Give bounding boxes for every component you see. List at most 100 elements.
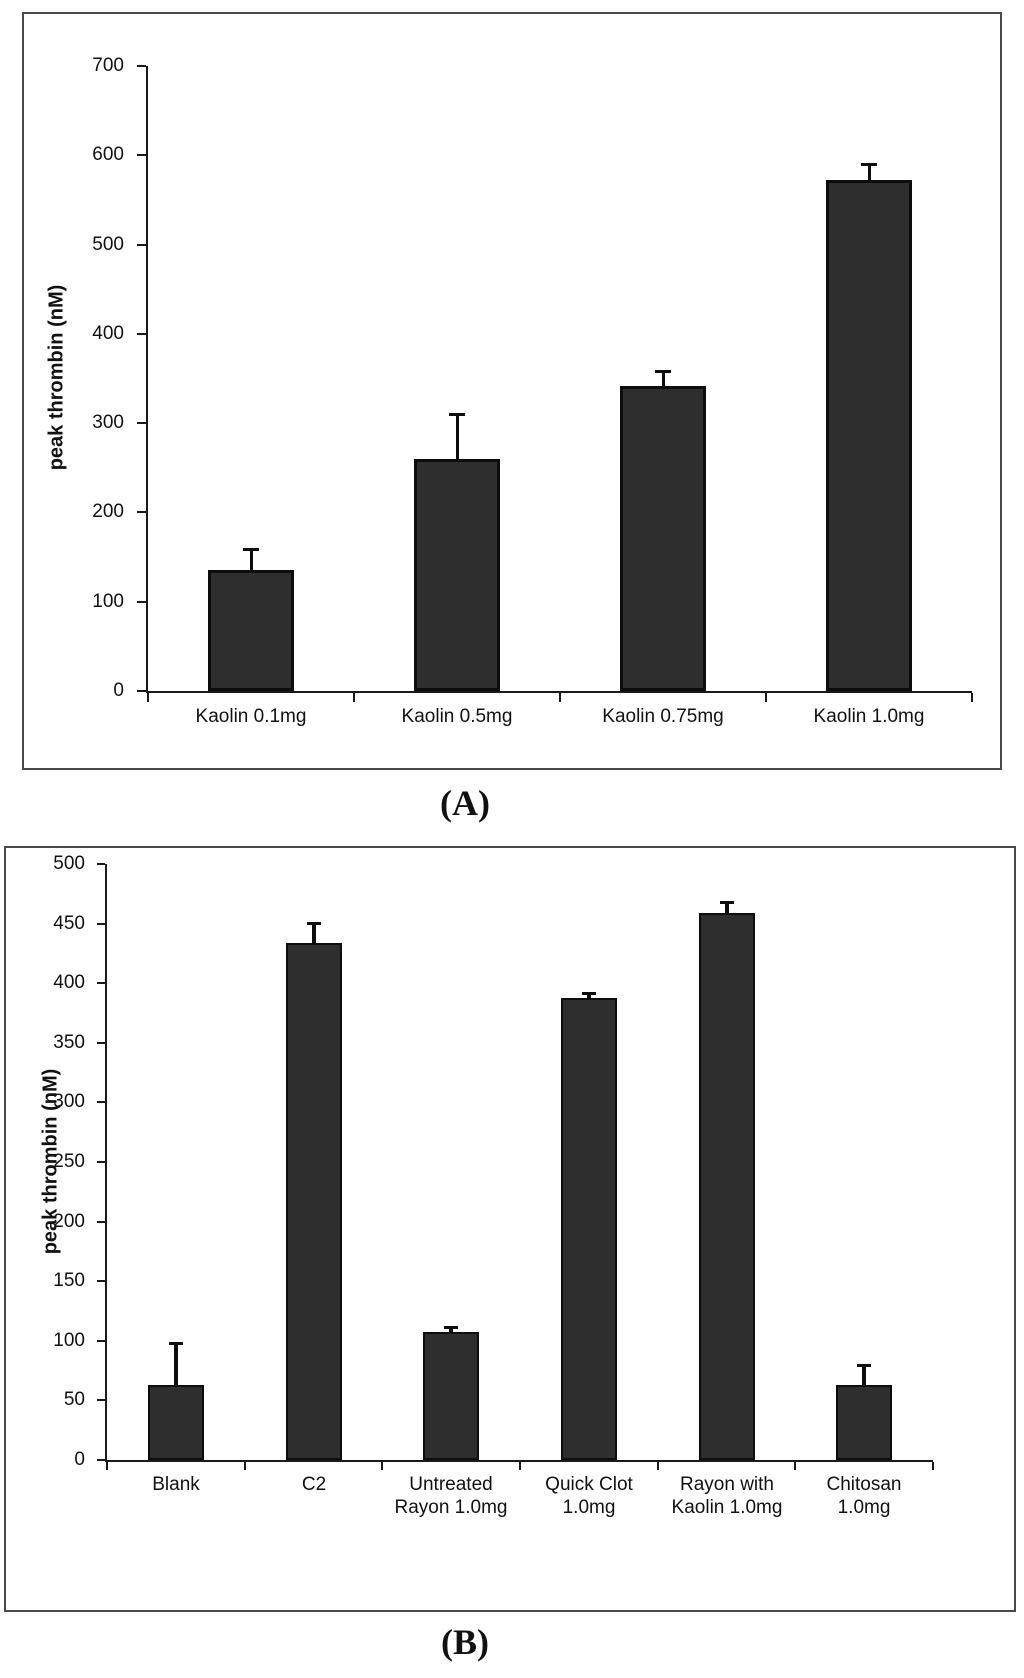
error-bar-stem: [250, 549, 253, 570]
x-tick: [381, 1462, 384, 1470]
y-tick: [97, 1101, 105, 1104]
panel-b-box: peak thrombin (nM) 0 50 100 150 200 250 300 350…: [4, 846, 1016, 1612]
error-bar-cap: [444, 1326, 458, 1329]
error-bar-stem: [456, 414, 459, 459]
error-bar-stem: [174, 1343, 178, 1385]
x-tick-label-line: C2: [301, 1474, 327, 1495]
y-tick-label: 100: [53, 1329, 85, 1351]
y-tick: [97, 1041, 105, 1044]
x-tick: [106, 1462, 108, 1470]
y-tick: [137, 422, 146, 425]
y-tick-label: 400: [92, 322, 124, 344]
y-tick: [137, 600, 146, 603]
y-tick-label: 600: [92, 144, 124, 166]
x-tick: [932, 1462, 934, 1470]
y-tick-label: 150: [53, 1270, 85, 1292]
x-tick-label-line: Blank: [152, 1474, 200, 1495]
error-bar-stem: [587, 993, 591, 998]
x-tick-label: Rayon with Kaolin 1.0mg: [652, 1473, 802, 1519]
y-tick-label: 400: [53, 972, 85, 994]
x-tick-label: Kaolin 0.75mg: [554, 705, 772, 728]
y-tick: [97, 1339, 105, 1342]
x-tick-label: Quick Clot 1.0mg: [514, 1473, 664, 1519]
x-tick-label-line: 1.0mg: [562, 1497, 616, 1518]
y-tick-label: 250: [53, 1151, 85, 1172]
y-tick-label: 0: [74, 1449, 85, 1470]
panel-a-caption: (A): [440, 783, 490, 823]
x-tick-label-line: Kaolin 0.5mg: [401, 706, 513, 727]
x-tick-label: Blank: [101, 1473, 251, 1496]
error-bar-cap: [243, 548, 259, 551]
error-bar-cap: [582, 992, 596, 995]
x-tick-label-line: Kaolin 0.75mg: [602, 706, 724, 727]
bar-kaolin-0.5mg: [414, 459, 500, 691]
y-tick-label: 450: [53, 912, 85, 934]
x-tick-label: Kaolin 0.5mg: [348, 705, 566, 728]
x-tick-label-line: Kaolin 1.0mg: [671, 1497, 783, 1518]
x-tick: [243, 1462, 246, 1470]
y-tick: [137, 511, 146, 514]
x-tick-label: Chitosan 1.0mg: [789, 1473, 939, 1519]
bar-c2: [286, 943, 342, 1460]
x-tick-label-line: Untreated: [409, 1474, 493, 1495]
y-tick: [97, 922, 105, 925]
y-tick: [97, 1459, 105, 1461]
x-tick: [656, 1462, 659, 1470]
bar-blank: [148, 1385, 204, 1460]
error-bar-stem: [868, 164, 871, 180]
y-tick-label: 0: [113, 680, 124, 701]
error-bar-cap: [449, 413, 465, 416]
bar-kaolin-1.0mg: [826, 180, 912, 691]
bar-quick-clot-1.0mg: [561, 998, 617, 1460]
bar-chitosan-1.0mg: [836, 1385, 892, 1460]
x-tick-label-line: Rayon 1.0mg: [394, 1497, 508, 1518]
y-tick: [137, 154, 146, 157]
bar-chart-a: 0 100 200 300 400 500 600 700 Kaolin 0.1mg Kaolin…: [24, 14, 1000, 768]
y-tick: [137, 243, 146, 246]
y-tick: [137, 332, 146, 335]
bar-kaolin-0.1mg: [208, 570, 294, 691]
error-bar-cap: [720, 901, 734, 904]
x-tick-label: Kaolin 1.0mg: [760, 705, 978, 728]
y-tick-label: 300: [53, 1091, 85, 1113]
x-tick-label: Untreated Rayon 1.0mg: [376, 1473, 526, 1519]
y-tick-label: 350: [53, 1031, 85, 1053]
x-tick: [971, 693, 973, 702]
y-tick-label: 50: [63, 1389, 85, 1411]
x-tick-label-line: Kaolin 0.1mg: [195, 706, 307, 727]
error-bar-stem: [449, 1327, 453, 1332]
x-axis-line: [146, 691, 972, 693]
y-tick-label: 500: [53, 853, 85, 874]
x-tick-label-line: Kaolin 1.0mg: [813, 706, 925, 727]
x-tick: [794, 1462, 797, 1470]
y-tick: [97, 982, 105, 985]
x-tick-label: Kaolin 0.1mg: [142, 705, 360, 728]
panel-a-box: peak thrombin (nM) 0 100 200 300 400 500 600 70…: [22, 12, 1002, 770]
y-tick-label: 200: [92, 501, 124, 523]
panel-b-caption: (B): [441, 1622, 489, 1662]
x-tick: [559, 693, 561, 702]
y-tick: [97, 863, 105, 865]
x-tick: [519, 1462, 521, 1470]
x-tick-label-line: Chitosan: [826, 1474, 902, 1495]
y-tick-label: 300: [92, 412, 124, 434]
error-bar-stem: [662, 371, 665, 386]
y-tick-label: 700: [92, 55, 124, 76]
x-tick: [353, 693, 355, 702]
bar-chart-b: 0 50 100 150 200 250 300 350 400 450 500 Blank C2 Unt…: [6, 848, 1014, 1610]
y-tick-label: 200: [53, 1210, 85, 1232]
x-tick-label: C2: [239, 1473, 389, 1496]
y-tick-label: 500: [92, 233, 124, 255]
error-bar-cap: [655, 370, 671, 373]
x-axis-line: [105, 1460, 933, 1462]
x-tick-label-line: 1.0mg: [837, 1497, 891, 1518]
error-bar-cap: [861, 163, 877, 166]
x-tick-label-line: Rayon with: [680, 1474, 774, 1495]
error-bar-stem: [725, 902, 729, 913]
y-tick: [97, 1280, 105, 1283]
y-tick: [137, 65, 146, 67]
error-bar-cap: [857, 1364, 871, 1367]
x-tick: [147, 693, 149, 702]
y-axis-line: [146, 66, 148, 693]
